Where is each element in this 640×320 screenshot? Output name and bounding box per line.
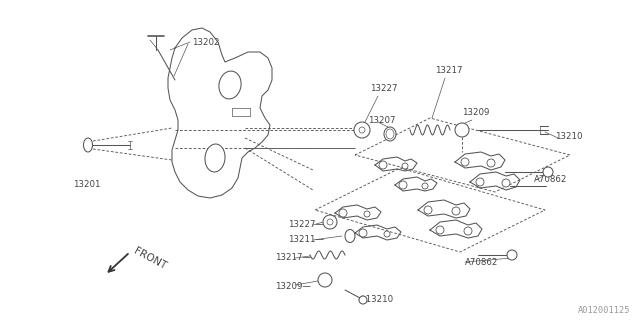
Text: 13217: 13217	[435, 66, 463, 75]
Circle shape	[422, 183, 428, 189]
Circle shape	[507, 250, 517, 260]
Text: 13209: 13209	[462, 108, 490, 117]
Circle shape	[455, 123, 469, 137]
Circle shape	[424, 206, 432, 214]
Text: A70862: A70862	[465, 258, 499, 267]
Ellipse shape	[205, 144, 225, 172]
Ellipse shape	[83, 138, 93, 152]
Circle shape	[323, 215, 337, 229]
Text: A70862: A70862	[534, 175, 568, 184]
Circle shape	[487, 159, 495, 167]
Circle shape	[379, 161, 387, 169]
Ellipse shape	[457, 126, 467, 133]
Ellipse shape	[345, 229, 355, 243]
Text: 13217—: 13217—	[275, 253, 311, 262]
Ellipse shape	[384, 127, 396, 141]
Circle shape	[339, 209, 347, 217]
Text: 13227: 13227	[370, 84, 397, 93]
Circle shape	[461, 158, 469, 166]
Text: FRONT: FRONT	[132, 246, 168, 271]
Circle shape	[543, 167, 553, 177]
Ellipse shape	[386, 129, 394, 139]
Text: A012001125: A012001125	[577, 306, 630, 315]
Circle shape	[476, 178, 484, 186]
Text: 13202: 13202	[192, 38, 220, 47]
Circle shape	[399, 181, 407, 189]
Text: 13210: 13210	[555, 132, 582, 141]
Circle shape	[359, 229, 367, 237]
Text: 13201: 13201	[73, 180, 100, 189]
Circle shape	[364, 211, 370, 217]
Ellipse shape	[219, 71, 241, 99]
Text: 13211—: 13211—	[288, 235, 324, 244]
Circle shape	[354, 122, 370, 138]
Circle shape	[318, 273, 332, 287]
Text: 13209—: 13209—	[275, 282, 311, 291]
Circle shape	[327, 219, 333, 225]
Text: 13207: 13207	[368, 116, 396, 125]
Circle shape	[402, 163, 408, 169]
Circle shape	[452, 207, 460, 215]
Circle shape	[464, 227, 472, 235]
Circle shape	[359, 296, 367, 304]
Circle shape	[384, 231, 390, 237]
Text: 13227—: 13227—	[288, 220, 324, 229]
Circle shape	[436, 226, 444, 234]
Ellipse shape	[319, 276, 330, 284]
Circle shape	[359, 127, 365, 133]
Text: —13210: —13210	[358, 295, 394, 304]
Circle shape	[502, 179, 510, 187]
